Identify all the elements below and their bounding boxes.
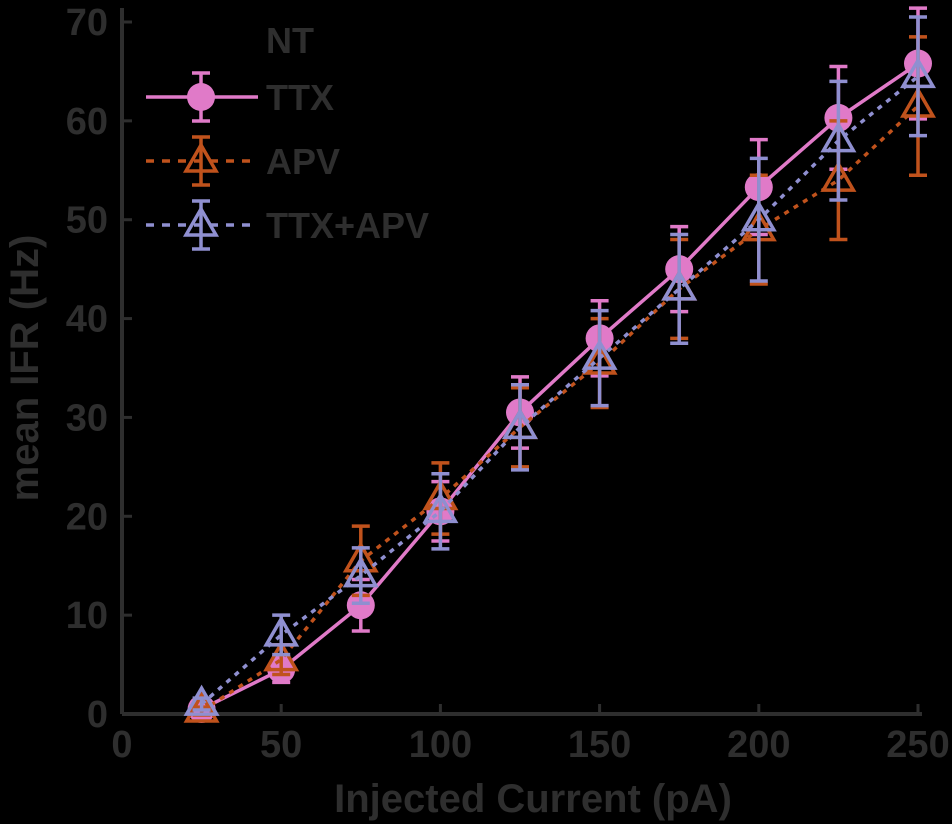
legend-item-ttx: TTX (146, 71, 334, 123)
legend-marker (182, 141, 220, 173)
y-tick-label: 60 (66, 101, 108, 143)
data-point-ttx-apv (740, 200, 777, 232)
legend-marker (187, 83, 215, 111)
x-tick-label: 150 (568, 724, 631, 766)
data-point-ttx-apv (581, 338, 618, 370)
x-tick-label: 50 (260, 724, 302, 766)
y-tick-label: 40 (66, 299, 108, 341)
data-point-ttx-apv (820, 121, 857, 153)
y-tick-label: 70 (66, 2, 108, 44)
series-line-ttx (200, 62, 919, 711)
data-point-ttx-apv (422, 491, 459, 524)
data-point-apv (183, 691, 220, 723)
data-point-ttx-apv (183, 684, 220, 716)
data-point-ttx-apv (263, 615, 300, 647)
series-ttx-apv (183, 15, 937, 716)
y-tick-label: 50 (66, 200, 108, 242)
x-axis-label: Injected Current (pA) (334, 777, 732, 821)
legend-label: TTX (266, 77, 334, 118)
legend-item-nt: NT (266, 20, 314, 61)
y-tick-label: 30 (66, 397, 108, 439)
y-tick-label: 0 (87, 694, 108, 736)
series-line-apv (200, 104, 920, 713)
y-axis-label: mean IFR (Hz) (3, 235, 47, 502)
data-point-ttx-apv (342, 556, 379, 588)
data-point-ttx-apv (899, 56, 937, 89)
legend-item-ttx-apv: TTX+APV (146, 199, 429, 251)
legend: NT TTX APV TTX+APV (146, 20, 429, 251)
data-point-ttx (346, 591, 375, 620)
legend-label: TTX+APV (266, 205, 429, 246)
y-tick-label: 10 (66, 595, 108, 637)
series-line-ttx-apv (200, 75, 920, 706)
y-tick-label: 20 (66, 496, 108, 538)
x-tick-label: 100 (409, 724, 472, 766)
data-point-apv (263, 640, 300, 672)
data-point-ttx-apv (661, 269, 698, 301)
legend-label: NT (266, 20, 314, 61)
series-layer (183, 6, 937, 724)
legend-item-apv: APV (146, 135, 340, 187)
x-tick-label: 250 (886, 724, 949, 766)
data-point-ttx-apv (501, 407, 539, 440)
x-tick-label: 0 (111, 724, 132, 766)
axes: 0 50 100 150 200 250 0 10 20 30 40 50 60 70 (66, 2, 950, 766)
x-tick-label: 200 (727, 724, 790, 766)
legend-label: APV (266, 141, 340, 182)
series-apv (183, 35, 937, 723)
legend-marker (182, 205, 220, 237)
